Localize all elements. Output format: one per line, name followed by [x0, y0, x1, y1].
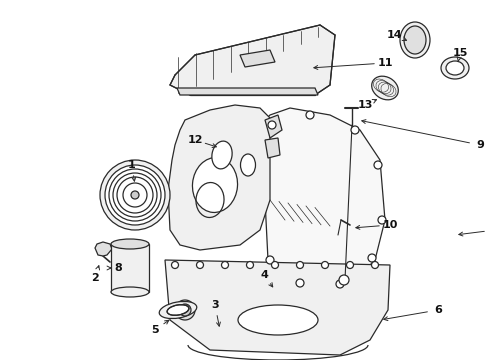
Text: 9: 9	[475, 140, 483, 150]
Ellipse shape	[399, 22, 429, 58]
Circle shape	[127, 187, 142, 203]
Circle shape	[371, 261, 378, 269]
Ellipse shape	[192, 158, 237, 212]
Circle shape	[246, 261, 253, 269]
Ellipse shape	[111, 287, 149, 297]
Ellipse shape	[238, 305, 317, 335]
Polygon shape	[177, 88, 317, 95]
Text: 14: 14	[386, 30, 402, 40]
Polygon shape	[240, 50, 274, 67]
Polygon shape	[264, 138, 280, 158]
Text: 6: 6	[433, 305, 441, 315]
Circle shape	[171, 261, 178, 269]
Text: 4: 4	[260, 270, 267, 280]
Circle shape	[295, 279, 304, 287]
Polygon shape	[111, 244, 149, 292]
Ellipse shape	[159, 301, 196, 319]
Text: 12: 12	[187, 135, 203, 145]
Circle shape	[196, 261, 203, 269]
Circle shape	[109, 169, 161, 221]
Polygon shape	[264, 115, 282, 138]
Circle shape	[377, 216, 385, 224]
Circle shape	[335, 280, 343, 288]
Ellipse shape	[167, 305, 188, 315]
Ellipse shape	[371, 76, 398, 100]
Ellipse shape	[403, 26, 425, 54]
Polygon shape	[264, 108, 384, 290]
Circle shape	[175, 300, 195, 320]
Ellipse shape	[240, 154, 255, 176]
Circle shape	[265, 256, 273, 264]
Polygon shape	[164, 260, 389, 355]
Circle shape	[117, 177, 153, 213]
Circle shape	[373, 161, 381, 169]
Ellipse shape	[211, 141, 232, 169]
Text: 3: 3	[211, 300, 218, 310]
Circle shape	[267, 121, 275, 129]
Circle shape	[305, 111, 313, 119]
Text: 10: 10	[382, 220, 397, 230]
Circle shape	[179, 304, 191, 316]
Ellipse shape	[111, 239, 149, 249]
Circle shape	[113, 173, 157, 217]
Polygon shape	[170, 25, 334, 95]
Polygon shape	[95, 242, 112, 256]
Circle shape	[346, 261, 353, 269]
Text: 2: 2	[91, 273, 99, 283]
Ellipse shape	[440, 57, 468, 79]
Circle shape	[338, 275, 348, 285]
Circle shape	[271, 261, 278, 269]
Text: 13: 13	[357, 100, 372, 110]
Ellipse shape	[445, 61, 463, 75]
Circle shape	[221, 261, 228, 269]
Circle shape	[296, 261, 303, 269]
Text: 15: 15	[451, 48, 467, 58]
Text: 11: 11	[376, 58, 392, 68]
Circle shape	[100, 160, 170, 230]
Circle shape	[131, 191, 139, 199]
Circle shape	[350, 126, 358, 134]
Circle shape	[367, 254, 375, 262]
Circle shape	[123, 183, 147, 207]
Text: 1: 1	[128, 160, 136, 170]
Polygon shape	[168, 105, 269, 250]
Text: 5: 5	[151, 325, 159, 335]
Text: 8: 8	[114, 263, 122, 273]
Circle shape	[105, 165, 164, 225]
Circle shape	[321, 261, 328, 269]
